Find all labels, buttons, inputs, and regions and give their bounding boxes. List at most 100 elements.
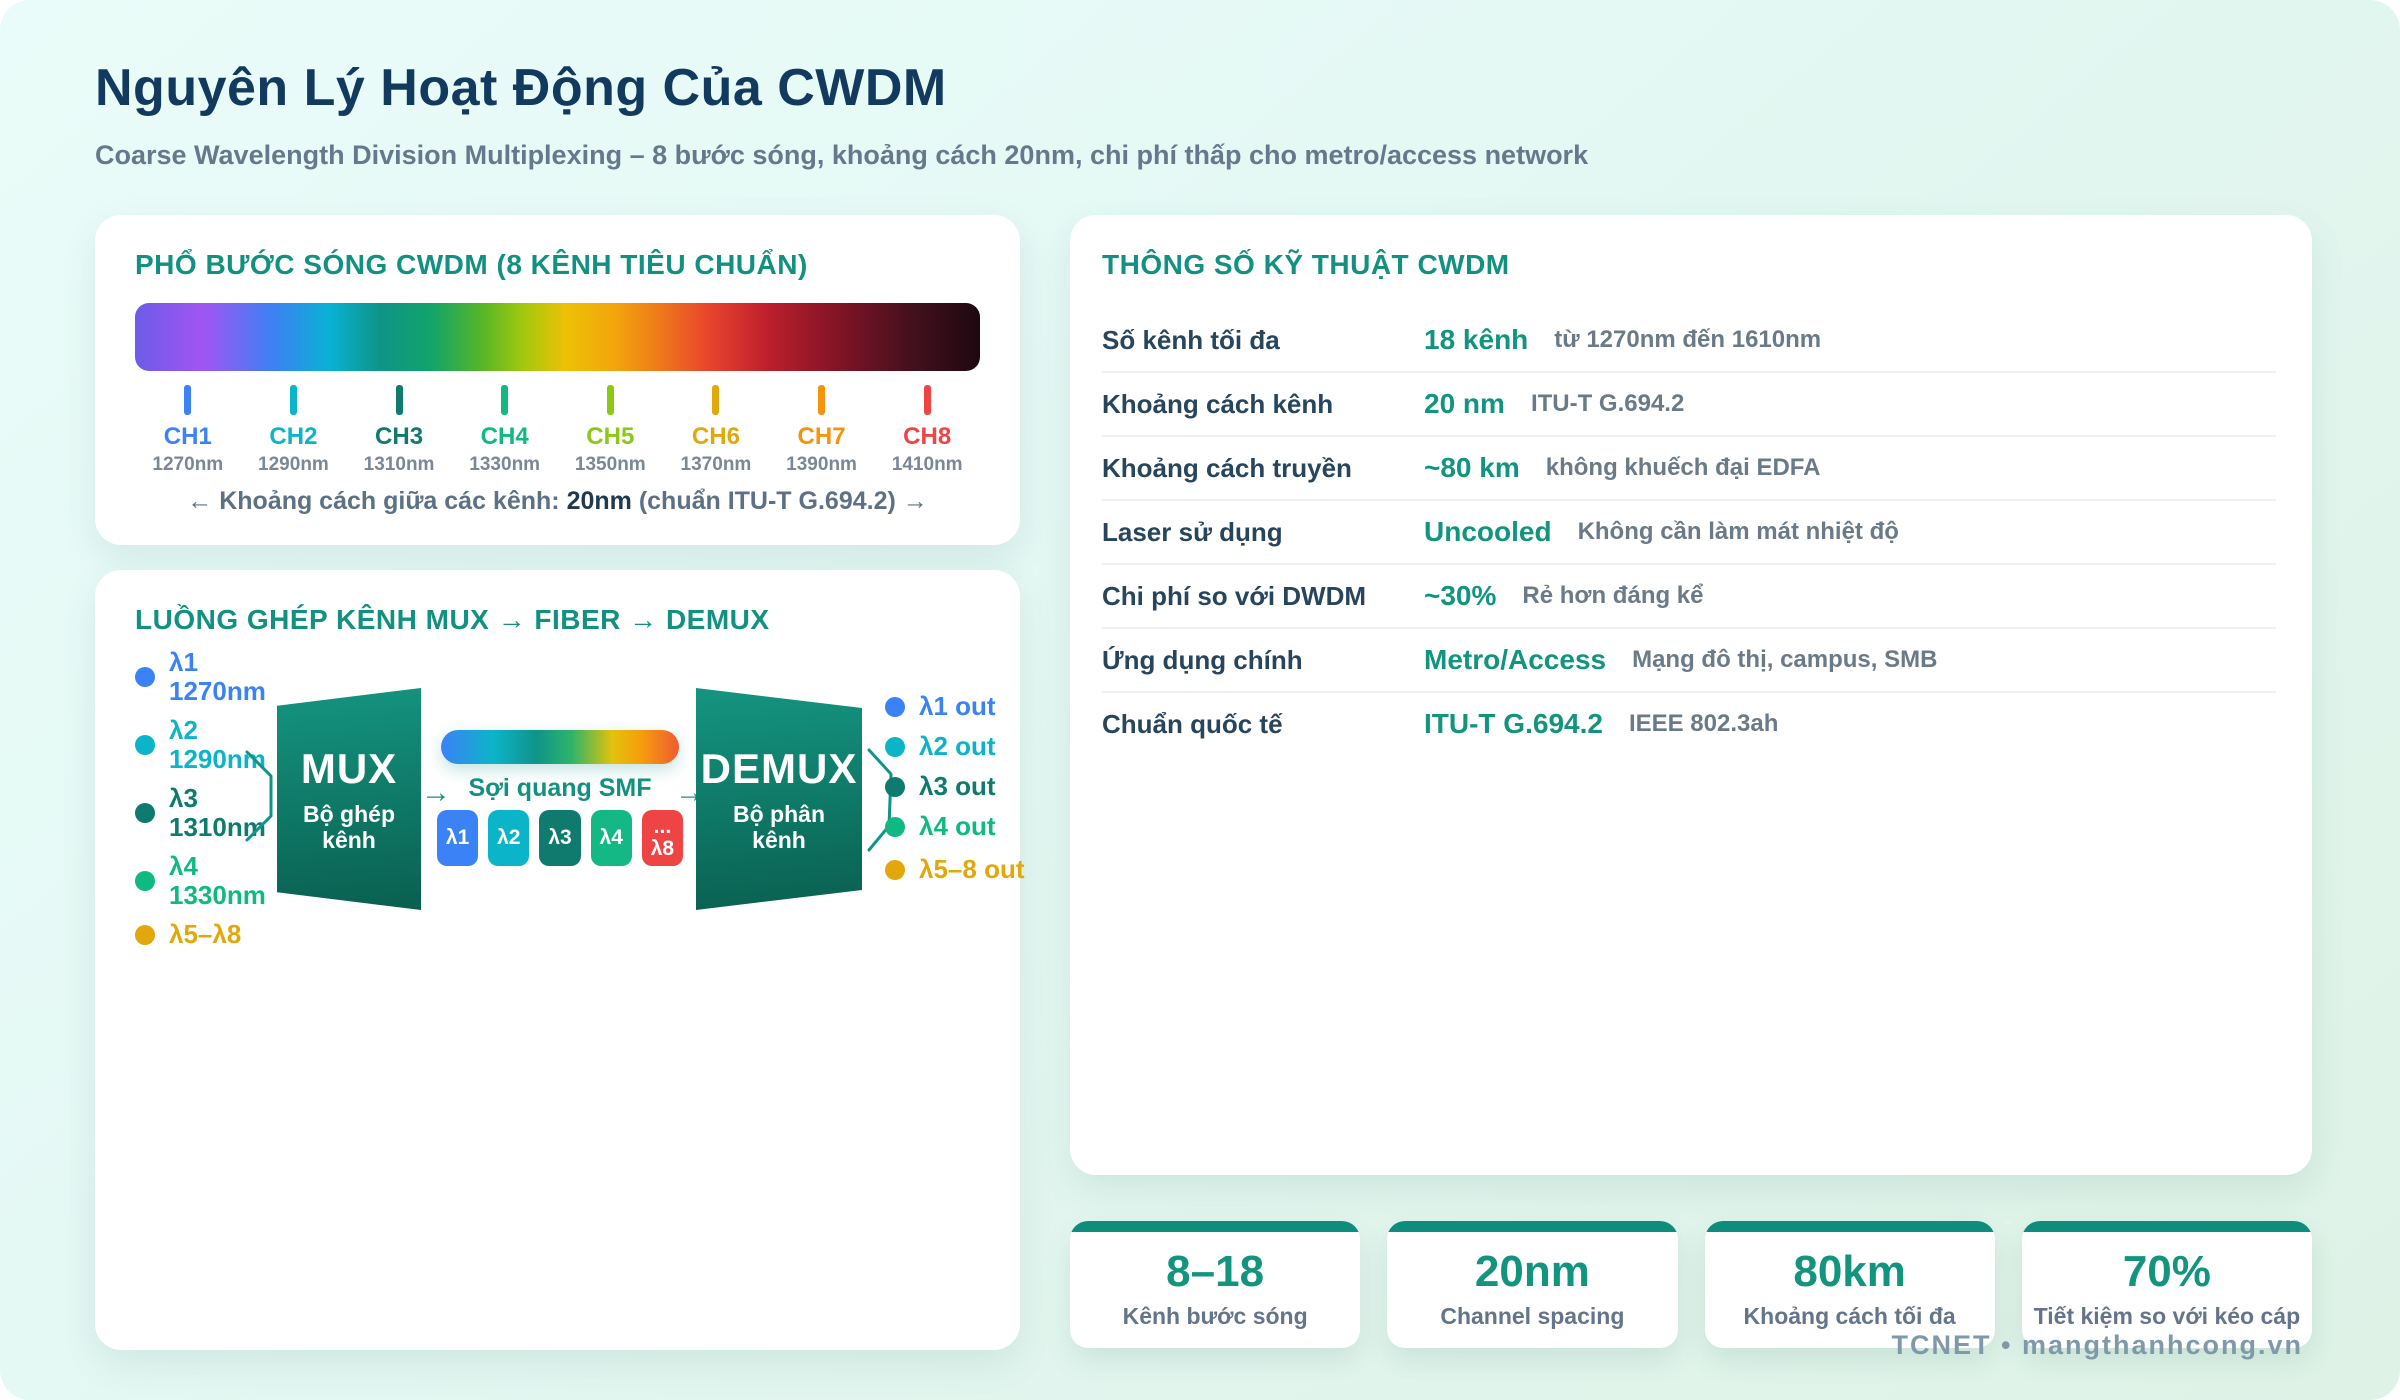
lambda-dot bbox=[885, 776, 905, 797]
channel-label: CH1 bbox=[163, 423, 212, 450]
mux-title: MUX bbox=[300, 744, 398, 792]
input-lambda1: λ1 1270nm bbox=[135, 647, 266, 707]
wavelength-spectrum-bar bbox=[135, 303, 980, 371]
lambda-out-label: λ5–8 out bbox=[919, 854, 1025, 884]
stat-label: Tiết kiệm so với kéo cáp bbox=[2033, 1303, 2301, 1329]
spec-row-max-channels: Số kênh tối đa 18 kênh từ 1270nm đến 161… bbox=[1102, 309, 2276, 373]
channel-tick bbox=[289, 385, 297, 415]
spec-value: Uncooled bbox=[1424, 516, 1552, 547]
spec-label: Chi phí so với DWDM bbox=[1102, 580, 1367, 611]
spec-label: Số kênh tối đa bbox=[1102, 324, 1280, 355]
input-lambda3: λ3 1310nm bbox=[135, 783, 266, 843]
caption-prefix: ← Khoảng cách giữa các kênh: bbox=[187, 487, 567, 515]
lambda-dot bbox=[135, 667, 155, 688]
lambda-label: λ4 1330nm bbox=[169, 851, 266, 911]
stat-card-spacing: 20nm Channel spacing bbox=[1387, 1221, 1678, 1348]
spec-label: Laser sử dụng bbox=[1102, 516, 1283, 547]
stat-label: Channel spacing bbox=[1440, 1303, 1625, 1329]
spec-value: ~80 km bbox=[1424, 452, 1520, 483]
spec-row-application: Ứng dụng chính Metro/Access Mạng đô thị,… bbox=[1102, 629, 2276, 693]
demux-desc: Bộ phân kênh bbox=[733, 800, 825, 853]
channel-wavelength: 1330nm bbox=[469, 453, 541, 475]
lambda-dot bbox=[135, 735, 155, 756]
chip-lambda2: λ2 bbox=[488, 810, 530, 866]
chip-lambda4: λ4 bbox=[590, 810, 632, 866]
channel-tick bbox=[923, 385, 931, 415]
page-subtitle: Coarse Wavelength Division Multiplexing … bbox=[95, 140, 1589, 170]
stat-card-savings: 70% Tiết kiệm so với kéo cáp bbox=[2021, 1221, 2312, 1348]
lambda-label: λ1 1270nm bbox=[169, 647, 266, 707]
lambda-dot bbox=[885, 696, 905, 717]
input-lambda2: λ2 1290nm bbox=[135, 715, 266, 775]
spec-label: Chuẩn quốc tế bbox=[1102, 708, 1283, 739]
page-title: Nguyên Lý Hoạt Động Của CWDM bbox=[95, 59, 947, 117]
spec-value: 20 nm bbox=[1424, 388, 1505, 419]
output-lambda1: λ1 out bbox=[885, 691, 1049, 721]
caption-value: 20nm bbox=[566, 487, 632, 515]
channel-ch6: CH6 1370nm bbox=[663, 385, 769, 476]
spectrum-panel: PHỔ BƯỚC SÓNG CWDM (8 KÊNH TIÊU CHUẨN) C… bbox=[95, 215, 1020, 545]
stat-label: Kênh bước sóng bbox=[1122, 1303, 1308, 1329]
input-lambda5-8: λ5–λ8 bbox=[135, 919, 242, 949]
spec-row-channel-spacing: Khoảng cách kênh 20 nm ITU-T G.694.2 bbox=[1102, 373, 2276, 437]
channel-wavelength: 1350nm bbox=[574, 453, 646, 475]
channel-tick bbox=[501, 385, 509, 415]
mux-block: MUX Bộ ghép kênh bbox=[277, 688, 421, 910]
stat-card-channels: 8–18 Kênh bước sóng bbox=[1070, 1221, 1361, 1348]
channel-label: CH7 bbox=[797, 423, 846, 450]
chip-lambda8: ... λ8 bbox=[641, 810, 684, 866]
specs-panel-title: THÔNG SỐ KỸ THUẬT CWDM bbox=[1102, 249, 1510, 280]
spec-note: không khuếch đại EDFA bbox=[1545, 454, 1821, 481]
lambda-out-label: λ2 out bbox=[919, 731, 996, 761]
channel-tick bbox=[395, 385, 403, 415]
lambda-label: λ5–λ8 bbox=[169, 919, 242, 949]
specs-table: Số kênh tối đa 18 kênh từ 1270nm đến 161… bbox=[1102, 309, 2276, 755]
channel-tick bbox=[184, 385, 192, 415]
channel-tick bbox=[606, 385, 614, 415]
caption-suffix: (chuẩn ITU-T G.694.2) → bbox=[631, 487, 928, 515]
mux-desc: Bộ ghép kênh bbox=[303, 800, 395, 853]
lambda-dot bbox=[135, 803, 155, 824]
arrow-right-icon: → bbox=[421, 776, 451, 809]
output-lambda2: λ2 out bbox=[885, 731, 1049, 761]
stat-value: 80km bbox=[1793, 1247, 1906, 1296]
spec-label: Khoảng cách kênh bbox=[1102, 388, 1334, 419]
channel-ch4: CH4 1330nm bbox=[452, 385, 558, 476]
lambda-dot bbox=[885, 736, 905, 757]
fiber-gradient-bar bbox=[441, 730, 679, 764]
lambda-dot bbox=[135, 924, 155, 945]
chip-lambda3: λ3 bbox=[539, 810, 581, 866]
channel-ch7: CH7 1390nm bbox=[769, 385, 875, 476]
spec-row-reach: Khoảng cách truyền ~80 km không khuếch đ… bbox=[1102, 437, 2276, 501]
stat-value: 8–18 bbox=[1166, 1247, 1265, 1296]
input-lambda4: λ4 1330nm bbox=[135, 851, 266, 911]
channel-wavelength: 1390nm bbox=[786, 453, 857, 475]
stat-card-distance: 80km Khoảng cách tối đa bbox=[1704, 1221, 1995, 1348]
channel-tick bbox=[712, 385, 720, 415]
channel-wavelength: 1270nm bbox=[152, 453, 224, 475]
lambda-dot bbox=[135, 871, 155, 892]
channel-label: CH2 bbox=[269, 423, 318, 450]
lambda-label: λ2 1290nm bbox=[169, 715, 266, 775]
spec-value: ITU-T G.694.2 bbox=[1424, 708, 1603, 739]
channel-label: CH4 bbox=[480, 423, 529, 450]
spec-row-laser: Laser sử dụng Uncooled Không cần làm mát… bbox=[1102, 501, 2276, 565]
spec-label: Ứng dụng chính bbox=[1102, 644, 1303, 675]
lambda-label: λ3 1310nm bbox=[169, 783, 266, 843]
demux-block: DEMUX Bộ phân kênh bbox=[696, 688, 862, 910]
demux-output-bracket bbox=[867, 748, 893, 852]
stat-value: 70% bbox=[2122, 1247, 2211, 1296]
channel-spacing-caption: ← Khoảng cách giữa các kênh: 20nm (chuẩn… bbox=[95, 487, 1020, 516]
mux-demux-flow-panel: LUỒNG GHÉP KÊNH MUX → FIBER → DEMUX λ1 12… bbox=[95, 570, 1025, 1350]
mux-input-bracket bbox=[245, 750, 273, 842]
demux-title: DEMUX bbox=[700, 744, 858, 792]
spec-row-standard: Chuẩn quốc tế ITU-T G.694.2 IEEE 802.3ah bbox=[1102, 693, 2276, 755]
lambda-dot bbox=[885, 859, 905, 880]
lambda-out-label: λ4 out bbox=[919, 811, 996, 841]
spectrum-panel-title: PHỔ BƯỚC SÓNG CWDM (8 KÊNH TIÊU CHUẨN) bbox=[135, 249, 808, 280]
channel-ch3: CH3 1310nm bbox=[346, 385, 452, 476]
spec-note: Không cần làm mát nhiệt độ bbox=[1577, 518, 1899, 545]
channel-label: CH3 bbox=[375, 423, 424, 450]
output-lambda4: λ4 out bbox=[885, 811, 1049, 841]
